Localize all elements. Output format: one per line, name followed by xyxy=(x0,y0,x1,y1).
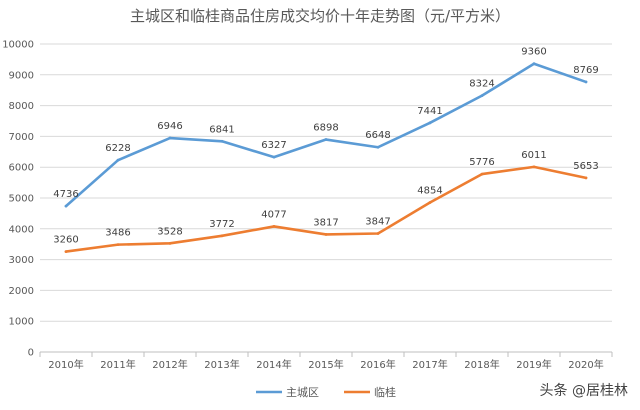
series-lines xyxy=(64,62,588,253)
data-label: 6228 xyxy=(105,143,130,154)
data-point xyxy=(480,172,484,176)
data-label: 4854 xyxy=(417,185,442,196)
data-label: 8324 xyxy=(469,79,494,90)
data-point xyxy=(428,201,432,204)
data-point xyxy=(116,158,120,162)
data-label: 3772 xyxy=(209,219,234,230)
data-point xyxy=(584,176,588,180)
data-label: 6898 xyxy=(313,123,338,134)
data-point xyxy=(584,80,588,84)
x-tick-label: 2017年 xyxy=(412,358,447,371)
x-tick-label: 2011年 xyxy=(100,358,135,371)
series-line-0 xyxy=(64,62,588,208)
x-tick-label: 2014年 xyxy=(256,358,291,371)
legend: 主城区 临桂 xyxy=(256,385,396,399)
data-point xyxy=(220,139,224,143)
data-labels: 4736 6228 6946 6841 6327 6898 6648 7441 8324 9360… xyxy=(53,47,598,246)
x-tick-label: 2019年 xyxy=(516,358,551,371)
data-point xyxy=(168,136,172,140)
y-tick-label: 9000 xyxy=(9,70,34,81)
watermark-text: 头条 @居桂林 xyxy=(540,382,628,399)
data-label: 5776 xyxy=(469,157,494,168)
data-label: 3486 xyxy=(105,228,130,239)
y-tick-label: 7000 xyxy=(9,132,34,143)
x-tick-label: 2013年 xyxy=(204,358,239,371)
data-point xyxy=(324,138,328,141)
data-label: 4736 xyxy=(53,189,78,200)
data-label: 6011 xyxy=(521,150,546,161)
data-label: 9360 xyxy=(521,47,546,58)
data-point xyxy=(532,165,536,169)
y-tick-label: 0 xyxy=(28,348,34,359)
data-point xyxy=(272,225,276,228)
x-tick-label: 2012年 xyxy=(152,358,187,371)
data-point xyxy=(480,94,484,98)
data-point xyxy=(64,250,68,253)
y-tick-label: 8000 xyxy=(9,101,34,112)
data-label: 3847 xyxy=(365,217,390,228)
legend-label: 主城区 xyxy=(286,386,319,399)
legend-label: 临桂 xyxy=(374,385,396,399)
data-point xyxy=(376,145,380,149)
data-point xyxy=(272,155,276,159)
x-tick-label: 2020年 xyxy=(568,358,603,371)
y-tick-label: 1000 xyxy=(9,317,34,328)
data-label: 5653 xyxy=(573,161,598,172)
data-point xyxy=(116,243,120,247)
data-label: 4077 xyxy=(261,209,286,220)
data-point xyxy=(376,232,380,235)
x-tick-label: 2016年 xyxy=(360,358,395,371)
x-tick-label: 2018年 xyxy=(464,358,499,371)
y-tick-label: 5000 xyxy=(9,194,34,205)
y-axis: 0 1000 2000 3000 4000 5000 6000 7000 8000 9000 100… xyxy=(2,40,34,359)
data-label: 6327 xyxy=(261,140,286,151)
data-point xyxy=(168,241,172,245)
x-tick-label: 2015年 xyxy=(308,358,343,371)
data-point xyxy=(532,62,536,66)
y-tick-label: 3000 xyxy=(9,255,34,266)
data-label: 3260 xyxy=(53,235,78,246)
gridlines xyxy=(40,43,612,322)
y-tick-label: 4000 xyxy=(9,224,34,235)
data-label: 6648 xyxy=(365,130,390,141)
data-point xyxy=(64,204,68,208)
data-label: 8769 xyxy=(573,65,598,76)
x-tick-label: 2010年 xyxy=(48,358,83,371)
data-label: 7441 xyxy=(417,106,442,117)
y-tick-label: 2000 xyxy=(9,286,34,297)
data-label: 6841 xyxy=(209,124,234,135)
data-label: 6946 xyxy=(157,121,182,132)
x-axis: 2010年 2011年 2012年 2013年 2014年 2015年 2016年 2017年… xyxy=(39,351,613,371)
series-line-1 xyxy=(64,165,588,253)
data-label: 3817 xyxy=(313,217,338,228)
data-point xyxy=(428,121,432,125)
data-point xyxy=(324,233,328,236)
y-tick-label: 6000 xyxy=(9,163,34,174)
y-tick-label: 10000 xyxy=(2,40,34,51)
chart-title: 主城区和临桂商品住房成交均价十年走势图（元/平方米） xyxy=(130,7,510,25)
data-label: 3528 xyxy=(157,226,182,237)
data-point xyxy=(220,234,224,238)
